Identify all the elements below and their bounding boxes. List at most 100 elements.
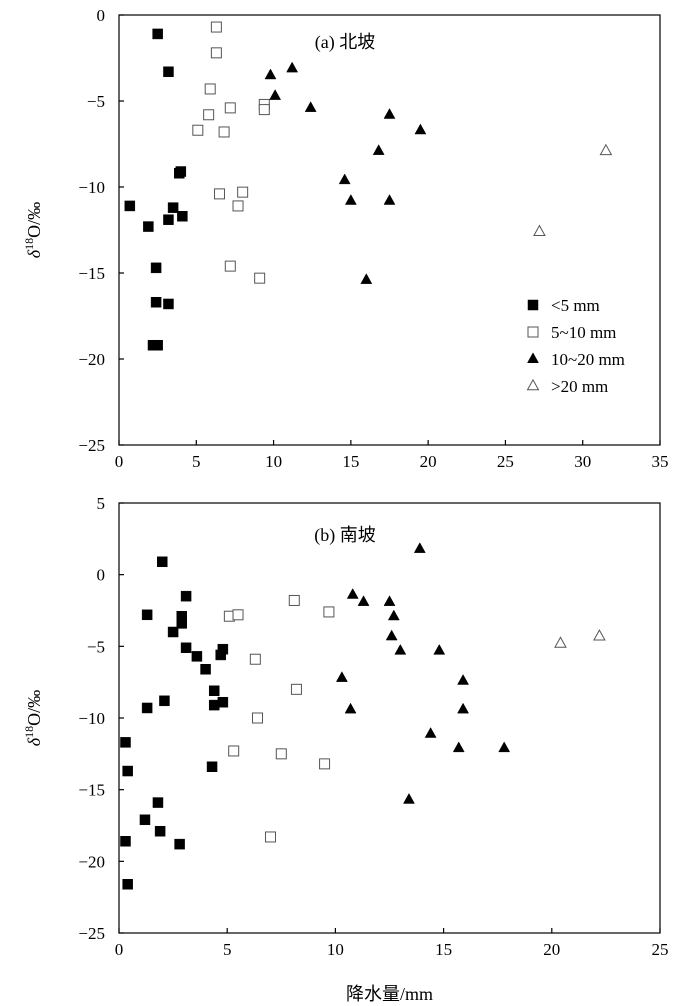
x-tick-label: 15 — [435, 940, 452, 959]
data-point — [498, 741, 511, 753]
data-point — [204, 83, 216, 95]
data-point — [122, 879, 133, 890]
axis-ticks-north: 0 5 10 15 20 25 30 35 0 −5 −10 −15 −20 −25 — [78, 6, 668, 471]
data-point — [157, 556, 168, 568]
data-point — [533, 224, 546, 236]
data-point — [383, 595, 396, 606]
x-axis-label-south: 降水量/mm — [346, 984, 433, 1004]
legend-label: 5~10 mm — [551, 323, 616, 342]
panel-south-slope: 0 5 10 15 20 25 5 0 −5 −10 −15 −20 −25 (b) 南坡 δ18O/‰… — [22, 494, 669, 1004]
y-tick-label: −15 — [78, 781, 105, 800]
x-tick-label: 5 — [192, 452, 201, 471]
data-point — [232, 609, 244, 621]
data-point — [167, 626, 179, 638]
data-point — [200, 664, 211, 675]
data-point — [176, 618, 188, 629]
data-point — [210, 21, 222, 33]
x-tick-label: 35 — [652, 452, 669, 471]
data-point — [180, 642, 192, 654]
data-point — [152, 797, 164, 808]
data-point — [372, 144, 385, 155]
data-point — [338, 173, 351, 185]
data-point — [191, 651, 203, 662]
data-point — [124, 200, 136, 212]
y-tick-label: −10 — [78, 178, 105, 197]
data-point — [210, 47, 222, 59]
data-point — [150, 296, 162, 308]
data-point — [141, 702, 153, 714]
legend-label: 10~20 mm — [551, 350, 625, 369]
data-point — [457, 674, 470, 685]
legend-north: <5 mm 5~10 mm 10~20 mm >20 mm — [526, 296, 625, 396]
data-point — [213, 188, 225, 200]
y-tick-label: −5 — [87, 92, 105, 111]
data-point — [304, 101, 317, 112]
data-point — [232, 200, 244, 212]
data-point — [120, 836, 131, 847]
y-tick-label: −20 — [78, 350, 105, 369]
data-point — [208, 685, 220, 697]
data-point — [554, 636, 567, 648]
axis-ticks-south: 0 5 10 15 20 25 5 0 −5 −10 −15 −20 −25 — [78, 494, 668, 959]
y-tick-label: −5 — [87, 637, 105, 656]
data-point — [254, 272, 266, 284]
data-point — [387, 609, 400, 621]
x-tick-label: 5 — [223, 940, 232, 959]
data-point — [264, 831, 276, 843]
data-point — [154, 825, 166, 837]
data-point — [215, 649, 226, 661]
panel-title-south: (b) 南坡 — [314, 525, 376, 546]
y-tick-label: −25 — [78, 924, 105, 943]
data-point — [357, 595, 370, 606]
legend-marker — [527, 299, 539, 311]
data-point — [264, 68, 277, 80]
data-point — [217, 696, 229, 708]
data-point — [346, 588, 359, 599]
data-point — [150, 262, 162, 274]
data-points-south — [120, 542, 606, 890]
data-point — [143, 221, 154, 232]
data-point — [344, 194, 357, 205]
data-point — [174, 838, 185, 850]
data-point — [203, 109, 215, 121]
panel-title-north: (a) 北坡 — [315, 32, 375, 53]
y-tick-label: −10 — [78, 709, 105, 728]
data-point — [258, 104, 270, 116]
data-point — [218, 126, 230, 138]
y-tick-label: −15 — [78, 264, 105, 283]
panel-north-slope: 0 5 10 15 20 25 30 35 0 −5 −10 −15 −20 −25 (a) 北坡 δ18… — [22, 6, 669, 471]
data-point — [167, 202, 179, 213]
data-point — [360, 273, 373, 284]
data-point — [177, 210, 188, 222]
data-point — [323, 606, 335, 618]
data-point — [251, 712, 263, 724]
data-point — [237, 186, 249, 198]
data-point — [433, 643, 446, 655]
data-point — [286, 61, 299, 73]
data-point — [452, 741, 465, 753]
data-point — [163, 66, 174, 78]
data-point — [385, 629, 398, 641]
data-point — [403, 793, 415, 804]
data-point — [228, 745, 240, 757]
data-point — [269, 89, 282, 100]
legend-label: <5 mm — [551, 296, 600, 315]
data-point — [152, 339, 163, 351]
data-point — [175, 166, 187, 177]
data-point — [163, 214, 174, 225]
x-tick-label: 25 — [497, 452, 514, 471]
y-tick-label: 0 — [97, 566, 106, 585]
data-point — [414, 123, 427, 135]
y-tick-label: −25 — [78, 436, 105, 455]
y-axis-label-north: δ18O/‰ — [22, 202, 44, 258]
y-tick-label: 5 — [97, 494, 106, 513]
data-point — [163, 298, 174, 310]
data-point — [394, 643, 407, 655]
x-tick-label: 0 — [115, 940, 124, 959]
data-point — [275, 748, 287, 760]
data-point — [424, 727, 437, 738]
data-point — [120, 737, 131, 748]
data-point — [413, 542, 426, 553]
data-point — [319, 758, 331, 770]
data-point — [139, 814, 151, 826]
